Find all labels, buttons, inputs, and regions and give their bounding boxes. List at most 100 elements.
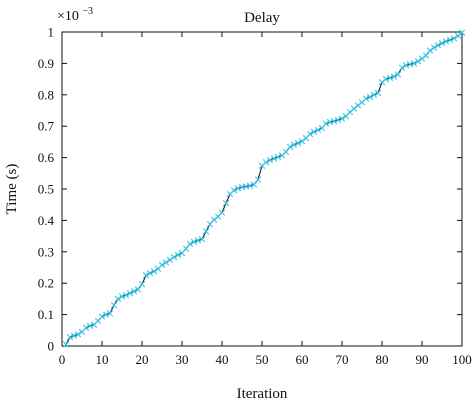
data-point-marker	[274, 153, 282, 161]
data-point-marker	[370, 91, 378, 98]
data-point-marker	[118, 293, 126, 300]
chart-title: Delay	[244, 10, 280, 26]
y-tick-label: 0.9	[38, 56, 54, 71]
data-point-marker	[262, 159, 270, 166]
data-point-marker	[162, 259, 170, 266]
data-point-marker	[306, 130, 314, 138]
data-point-marker	[282, 148, 290, 156]
data-point-marker	[138, 280, 146, 288]
data-point-marker	[246, 182, 254, 190]
data-point-marker	[422, 52, 430, 59]
data-point-marker	[334, 116, 342, 124]
data-point-marker	[442, 38, 450, 45]
data-point-marker	[146, 269, 154, 277]
y-axis-multiplier-exponent: −3	[82, 6, 93, 17]
delay-series-markers	[62, 29, 466, 348]
data-point-marker	[254, 176, 262, 183]
data-point-marker	[130, 288, 138, 295]
y-tick-label: 0.6	[38, 150, 55, 165]
data-point-marker	[374, 89, 382, 97]
y-axis-multiplier-base: ×10	[57, 9, 79, 24]
data-point-marker	[150, 268, 158, 275]
y-axis-ticks: 0 0.1 0.2 0.3 0.4 0.5 0.6 0.7 0.8 0.9 1	[38, 25, 462, 354]
y-tick-label: 0.4	[38, 213, 55, 228]
data-point-marker	[294, 139, 302, 147]
y-tick-label: 0.7	[38, 119, 55, 134]
x-tick-label: 80	[376, 352, 389, 367]
data-point-marker	[418, 55, 426, 62]
data-point-marker	[366, 93, 374, 101]
x-tick-label: 30	[176, 352, 189, 367]
data-point-marker	[166, 256, 174, 264]
data-point-marker	[350, 105, 358, 112]
y-tick-label: 0.1	[38, 307, 54, 322]
data-point-marker	[378, 79, 386, 86]
y-tick-label: 1	[48, 25, 55, 40]
data-point-marker	[410, 60, 418, 67]
data-point-marker	[86, 322, 94, 330]
data-point-marker	[222, 199, 230, 207]
y-tick-label: 0.2	[38, 276, 54, 291]
x-tick-label: 90	[416, 352, 429, 367]
x-tick-label: 0	[59, 352, 66, 367]
data-point-marker	[102, 311, 110, 318]
y-tick-label: 0.5	[38, 182, 54, 197]
x-tick-label: 40	[216, 352, 229, 367]
x-tick-label: 100	[452, 352, 472, 367]
data-point-marker	[394, 71, 402, 78]
data-point-marker	[354, 102, 362, 109]
data-point-marker	[126, 290, 134, 297]
data-point-marker	[266, 156, 274, 164]
x-tick-label: 20	[136, 352, 149, 367]
data-point-marker	[382, 75, 390, 83]
data-point-marker	[114, 295, 122, 303]
data-point-marker	[450, 35, 458, 42]
data-point-marker	[190, 238, 198, 245]
data-point-marker	[70, 332, 78, 339]
data-point-marker	[234, 185, 242, 192]
data-point-marker	[454, 32, 462, 39]
data-point-marker	[98, 313, 106, 320]
data-point-marker	[66, 334, 74, 341]
data-point-marker	[62, 341, 70, 348]
data-point-marker	[330, 117, 338, 125]
data-point-marker	[250, 181, 258, 188]
data-point-marker	[438, 40, 446, 47]
data-point-marker	[82, 324, 90, 331]
data-point-marker	[414, 58, 422, 65]
data-point-marker	[314, 126, 322, 134]
data-point-marker	[158, 261, 166, 269]
data-point-marker	[142, 272, 150, 279]
data-point-marker	[386, 74, 394, 82]
data-point-marker	[290, 141, 298, 148]
x-axis-label: Iteration	[237, 386, 288, 402]
data-point-marker	[286, 143, 294, 151]
data-point-marker	[194, 237, 202, 244]
data-point-marker	[310, 128, 318, 136]
x-axis-ticks: 0 10 20 30 40 50 60 70 80 90 100	[59, 32, 472, 367]
data-point-marker	[202, 228, 210, 235]
data-point-marker	[298, 138, 306, 145]
data-point-marker	[210, 216, 218, 223]
data-point-marker	[446, 36, 454, 44]
data-point-marker	[218, 209, 226, 216]
data-point-marker	[174, 251, 182, 259]
data-point-marker	[122, 291, 130, 299]
data-point-marker	[198, 236, 206, 243]
data-point-marker	[186, 240, 194, 248]
data-point-marker	[110, 301, 118, 309]
data-point-marker	[362, 95, 370, 102]
data-point-marker	[230, 187, 238, 194]
data-point-marker	[338, 115, 346, 122]
y-tick-label: 0	[48, 339, 55, 354]
plot-area-frame	[61, 31, 463, 347]
data-point-marker	[270, 155, 278, 162]
data-point-marker	[458, 29, 466, 36]
data-point-marker	[170, 253, 178, 261]
data-point-marker	[322, 120, 330, 127]
data-point-marker	[74, 331, 82, 338]
data-point-marker	[398, 64, 406, 71]
x-tick-label: 60	[296, 352, 309, 367]
data-point-marker	[426, 47, 434, 54]
